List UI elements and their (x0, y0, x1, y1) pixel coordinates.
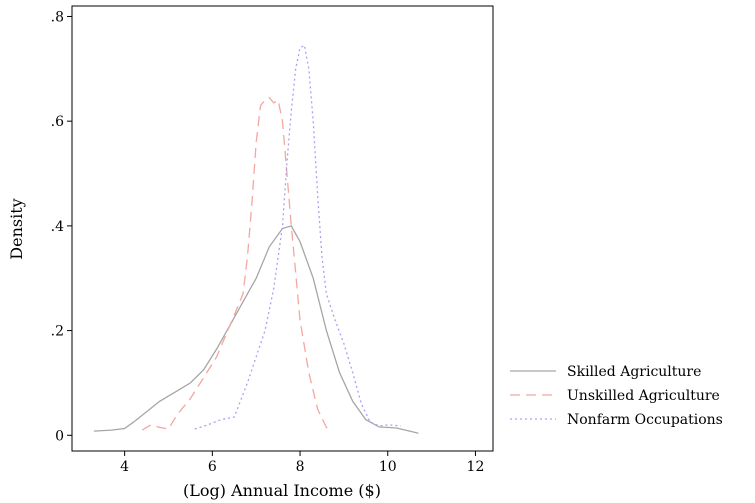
y-tick-label: 0 (55, 428, 64, 444)
series-line-1 (141, 96, 332, 434)
y-axis-label: Density (7, 198, 26, 259)
x-tick-label: 10 (379, 459, 397, 475)
legend-label-1: Unskilled Agriculture (567, 388, 720, 404)
x-tick-label: 4 (120, 459, 129, 475)
legend-label-2: Nonfarm Occupations (567, 412, 723, 428)
plot-frame (71, 5, 494, 452)
legend-label-0: Skilled Agriculture (567, 364, 701, 380)
x-tick-label: 12 (467, 459, 485, 475)
y-tick-label: .2 (51, 324, 64, 340)
x-tick-label: 8 (296, 459, 305, 475)
y-tick-label: .6 (51, 114, 64, 130)
legend: Skilled Agriculture Unskilled Agriculture… (510, 364, 723, 428)
x-tick-label: 6 (208, 459, 217, 475)
x-axis-label: (Log) Annual Income ($) (183, 481, 381, 500)
series-lines (93, 44, 419, 434)
y-tick-label: .4 (51, 219, 64, 235)
axis-ticks: 4 6 8 10 12 0 .2 .4 .6 .8 (51, 9, 485, 475)
series-line-0 (93, 225, 419, 434)
y-tick-label: .8 (51, 9, 64, 25)
